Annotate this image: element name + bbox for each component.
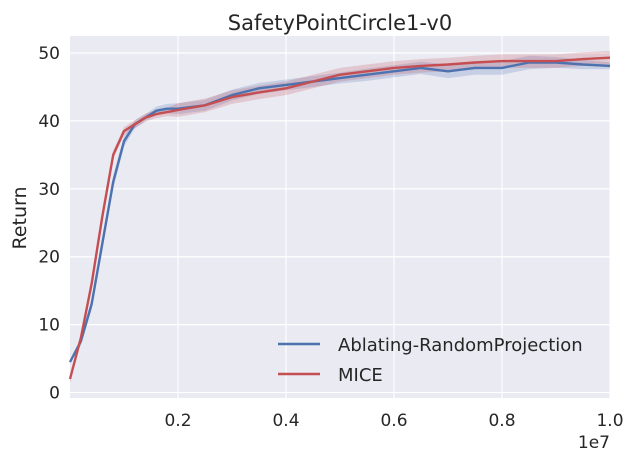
y-axis-ticks: 0 10 20 30 40 50 [38, 44, 60, 404]
y-tick-label: 40 [38, 112, 60, 132]
y-tick-label: 10 [38, 316, 60, 336]
x-axis-offset-label: 1e7 [578, 433, 610, 453]
x-tick-label: 0.2 [164, 411, 191, 431]
grid-lines [70, 36, 611, 398]
y-tick-label: 30 [38, 180, 60, 200]
x-tick-label: 1.0 [596, 411, 623, 431]
series-line-1 [68, 56, 611, 380]
x-axis-ticks: 0.2 0.4 0.6 0.8 1.0 [164, 411, 623, 431]
series-line-0 [68, 61, 611, 363]
y-tick-label: 0 [49, 384, 60, 404]
legend: Ablating-RandomProjection MICE [278, 335, 583, 386]
x-tick-label: 0.6 [380, 411, 407, 431]
chart-title: SafetyPointCircle1-v0 [228, 11, 452, 35]
legend-label-ablating: Ablating-RandomProjection [338, 335, 583, 356]
plot-background [70, 36, 610, 398]
y-axis-label: Return [9, 186, 31, 249]
y-tick-label: 50 [38, 44, 60, 64]
y-tick-label: 20 [38, 248, 60, 268]
series-lines [68, 56, 611, 380]
x-tick-label: 0.8 [488, 411, 515, 431]
legend-label-mice: MICE [338, 365, 383, 386]
x-tick-label: 0.4 [272, 411, 299, 431]
